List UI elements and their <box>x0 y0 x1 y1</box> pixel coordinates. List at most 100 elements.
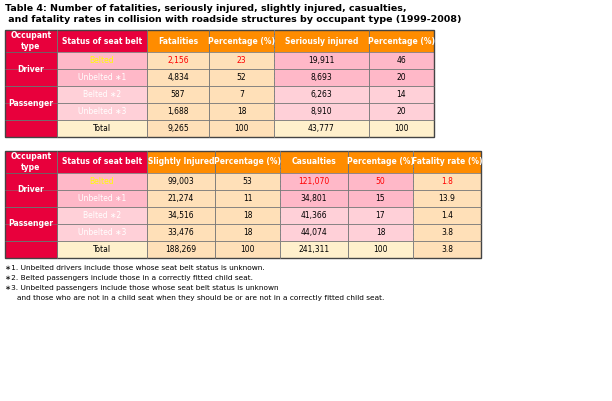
Bar <box>280 224 348 241</box>
Text: 18: 18 <box>243 211 252 220</box>
Text: Passenger: Passenger <box>9 99 53 107</box>
Text: 100: 100 <box>394 124 409 133</box>
Bar <box>280 241 348 258</box>
Text: 44,074: 44,074 <box>300 228 327 237</box>
Bar <box>209 103 274 120</box>
Text: 11: 11 <box>243 194 252 203</box>
Text: Passenger: Passenger <box>9 219 53 229</box>
Text: 121,070: 121,070 <box>299 177 330 186</box>
Text: 6,263: 6,263 <box>311 90 332 99</box>
Bar <box>215 173 280 190</box>
Bar <box>215 190 280 207</box>
Text: Total: Total <box>93 124 111 133</box>
Text: ∗2. Belted passengers include those in a correctly fitted child seat.: ∗2. Belted passengers include those in a… <box>5 275 253 281</box>
Bar <box>57 151 147 173</box>
Bar <box>57 120 147 137</box>
Bar <box>5 86 57 103</box>
Text: 4,834: 4,834 <box>167 73 189 82</box>
Bar <box>5 241 57 258</box>
Text: Occupant
type: Occupant type <box>10 152 51 172</box>
Bar <box>57 207 147 224</box>
Text: Total: Total <box>93 245 111 254</box>
Text: 18: 18 <box>237 107 246 116</box>
Text: 1,688: 1,688 <box>167 107 188 116</box>
Text: 52: 52 <box>237 73 246 82</box>
Text: 18: 18 <box>376 228 385 237</box>
Text: 100: 100 <box>234 124 248 133</box>
Bar <box>147 224 215 241</box>
Text: 1.4: 1.4 <box>441 211 453 220</box>
Bar <box>5 52 57 86</box>
Text: Casualties: Casualties <box>292 158 337 166</box>
Bar <box>348 224 413 241</box>
Text: 43,777: 43,777 <box>308 124 335 133</box>
Text: Unbelted ∗1: Unbelted ∗1 <box>78 194 126 203</box>
Text: Status of seat belt: Status of seat belt <box>62 36 142 45</box>
Text: Status of seat belt: Status of seat belt <box>62 158 142 166</box>
Bar <box>369 30 434 52</box>
Bar <box>147 151 215 173</box>
Text: Unbelted ∗3: Unbelted ∗3 <box>78 228 126 237</box>
Bar <box>369 120 434 137</box>
Text: 100: 100 <box>241 245 255 254</box>
Text: Percentage (%): Percentage (%) <box>214 158 281 166</box>
Bar <box>274 30 369 52</box>
Text: 46: 46 <box>397 56 406 65</box>
Bar <box>280 173 348 190</box>
Bar <box>5 241 57 258</box>
Bar <box>5 69 57 86</box>
Text: Belted ∗2: Belted ∗2 <box>83 90 121 99</box>
Bar <box>57 173 147 190</box>
Text: 17: 17 <box>376 211 386 220</box>
Bar <box>413 190 481 207</box>
Bar <box>215 207 280 224</box>
Text: Percentage (%): Percentage (%) <box>368 36 435 45</box>
Bar <box>5 207 57 241</box>
Text: 18: 18 <box>243 228 252 237</box>
Text: 34,801: 34,801 <box>300 194 327 203</box>
Bar <box>280 151 348 173</box>
Bar <box>348 241 413 258</box>
Text: Belted: Belted <box>90 56 114 65</box>
Text: 21,274: 21,274 <box>168 194 194 203</box>
Bar <box>5 173 57 190</box>
Bar <box>348 190 413 207</box>
Text: 13.9: 13.9 <box>439 194 455 203</box>
Text: 3.8: 3.8 <box>441 245 453 254</box>
Text: 41,366: 41,366 <box>300 211 327 220</box>
Text: Driver: Driver <box>18 65 45 73</box>
Text: Unbelted ∗3: Unbelted ∗3 <box>78 107 126 116</box>
Bar <box>147 52 209 69</box>
Bar <box>5 190 57 207</box>
Bar <box>369 69 434 86</box>
Text: Percentage (%): Percentage (%) <box>208 36 275 45</box>
Text: 8,693: 8,693 <box>311 73 332 82</box>
Text: 15: 15 <box>376 194 386 203</box>
Text: 23: 23 <box>237 56 246 65</box>
Bar <box>274 52 369 69</box>
Text: ∗1. Unbelted drivers include those whose seat belt status is unknown.: ∗1. Unbelted drivers include those whose… <box>5 265 265 271</box>
Text: 8,910: 8,910 <box>311 107 332 116</box>
Bar <box>209 120 274 137</box>
Text: Fatalities: Fatalities <box>158 36 198 45</box>
Text: ∗3. Unbelted passengers include those whose seat belt status is unknown: ∗3. Unbelted passengers include those wh… <box>5 285 278 291</box>
Text: 50: 50 <box>376 177 386 186</box>
Bar <box>57 103 147 120</box>
Bar <box>215 241 280 258</box>
Bar <box>5 30 57 52</box>
Text: 2,156: 2,156 <box>167 56 189 65</box>
Bar <box>147 241 215 258</box>
Bar <box>280 190 348 207</box>
Text: Belted ∗2: Belted ∗2 <box>83 211 121 220</box>
Bar <box>147 69 209 86</box>
Bar <box>274 69 369 86</box>
Bar <box>147 173 215 190</box>
Bar <box>57 52 147 69</box>
Text: 14: 14 <box>397 90 406 99</box>
Bar <box>5 224 57 241</box>
Bar <box>274 86 369 103</box>
Text: Driver: Driver <box>18 186 45 194</box>
Bar <box>215 151 280 173</box>
Bar <box>369 103 434 120</box>
Bar <box>348 173 413 190</box>
